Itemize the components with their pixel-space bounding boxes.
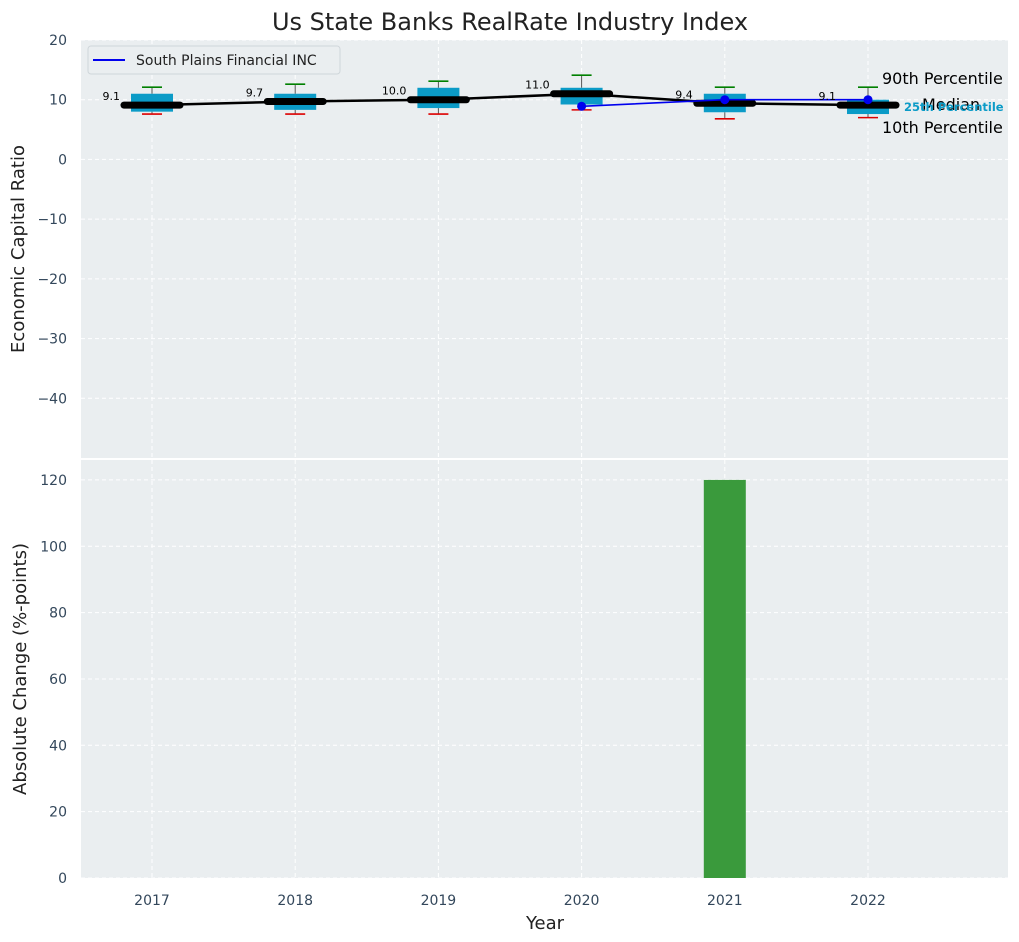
median-value-label: 9.1 [819,90,837,103]
x-tick-label: 2019 [421,893,457,909]
top-y-tick-label: 0 [58,152,67,168]
median-value-label: 9.7 [246,87,264,100]
top-y-axis-label: Economic Capital Ratio [8,145,29,353]
x-tick-label: 2022 [850,893,886,909]
series-point [577,101,587,111]
legend-label: South Plains Financial INC [136,53,317,69]
bottom-y-axis-label: Absolute Change (%-points) [10,543,31,795]
bottom-y-tick-label: 20 [49,805,67,821]
change-bar [703,479,746,878]
legend-frame [87,45,341,75]
bottom-y-tick-label: 40 [49,738,67,754]
top-y-tick-label: −40 [37,391,67,407]
median-trend-polyline [151,92,896,107]
x-tick-label: 2021 [707,893,743,909]
company-series-line [577,95,873,111]
x-tick-label: 2017 [134,893,170,909]
bottom-grid [81,460,1008,879]
p10-annotation: 10th Percentile [882,118,1003,137]
median-value-labels: 9.1 9.7 10.0 11.0 9.4 9.1 [103,79,837,103]
top-y-tick-label: −10 [37,212,67,228]
legend: South Plains Financial INC [87,45,341,75]
series-point [720,95,730,105]
bottom-y-tick-label: 120 [40,473,67,489]
bottom-y-tick-label: 60 [49,672,67,688]
p90-annotation: 90th Percentile [882,69,1003,88]
bottom-y-tick-labels: 0 20 40 60 80 100 120 [40,473,67,887]
bottom-y-tick-label: 100 [40,539,67,555]
x-tick-label: 2018 [277,893,313,909]
x-tick-label: 2020 [564,893,600,909]
top-y-tick-label: −30 [37,332,67,348]
median-trend-line [151,92,896,107]
top-y-tick-label: 20 [49,33,67,49]
series-point [863,95,873,105]
top-y-tick-label: 10 [49,93,67,109]
p25-annotation: 25th Percentile [904,100,1004,114]
bottom-plot-area [81,460,1008,878]
x-axis-label: Year [525,913,565,934]
median-value-label: 10.0 [382,85,407,98]
change-bars [703,479,746,878]
median-annotation: Median [922,95,980,114]
median-value-label: 11.0 [525,79,550,92]
top-y-tick-labels: −40 −30 −20 −10 0 10 20 [37,33,67,407]
median-value-label: 9.4 [675,88,693,101]
median-value-label: 9.1 [103,90,121,103]
x-tick-labels: 2017 2018 2019 2020 2021 2022 [134,893,886,909]
bottom-y-tick-label: 80 [49,606,67,622]
top-y-tick-label: −20 [37,272,67,288]
bottom-y-tick-label: 0 [58,871,67,887]
chart-title: Us State Banks RealRate Industry Index [272,8,748,36]
